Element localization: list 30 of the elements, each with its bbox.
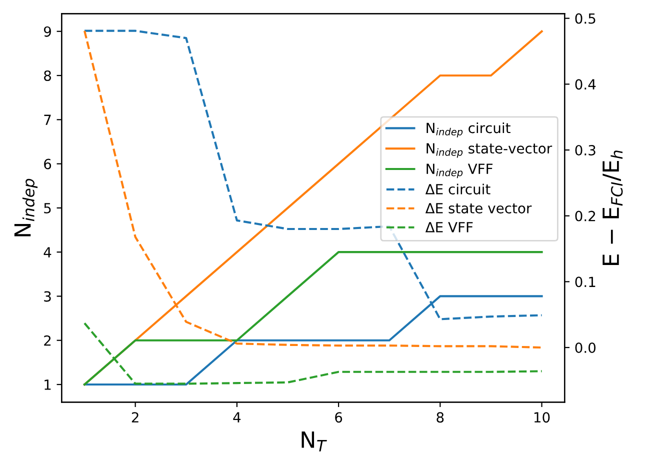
y2-tick-label: 0.0 — [575, 342, 596, 353]
legend-label: ΔE circuit — [425, 184, 490, 194]
y-tick-label: 8 — [44, 70, 51, 81]
y-axis-title: N$_{indep}$ — [14, 178, 38, 236]
y-tick-label: 2 — [44, 335, 51, 346]
line-series — [83, 251, 543, 386]
x-axis-title: N$_{T}$ — [302, 432, 327, 452]
x-tick-label: 2 — [132, 412, 138, 422]
y-tick-label: 6 — [44, 158, 52, 170]
y-tick-label: 5 — [44, 203, 51, 214]
y2-tick-label: 0.4 — [575, 79, 596, 90]
x-tick-label: 10 — [534, 412, 550, 423]
y-tick-label: 4 — [44, 247, 52, 258]
x-tick-label: 8 — [436, 412, 444, 423]
y2-axis-title: E − E$_{FCI}$/E$_{h}$ — [602, 150, 623, 265]
legend-label: ΔE state vector — [425, 203, 532, 214]
y2-tick-label: 0.1 — [575, 276, 596, 288]
y-tick-label: 1 — [44, 380, 51, 390]
y-tick-label: 3 — [44, 291, 51, 302]
y-tick-label: 9 — [44, 26, 51, 37]
legend-label: ΔE VFF — [425, 222, 473, 232]
y2-tick-label: 0.3 — [575, 144, 596, 156]
y2-tick-label: 0.2 — [575, 210, 596, 222]
legend-label: N$_{indep}$ VFF — [426, 164, 492, 178]
y-tick-label: 7 — [44, 114, 51, 125]
y2-tick-label: 0.5 — [575, 13, 596, 24]
x-tick-label: 4 — [233, 412, 241, 422]
legend-label: N$_{indep}$ circuit — [426, 122, 510, 138]
legend-label: N$_{indep}$ state-vector — [426, 143, 552, 158]
x-tick-label: 6 — [335, 412, 342, 423]
